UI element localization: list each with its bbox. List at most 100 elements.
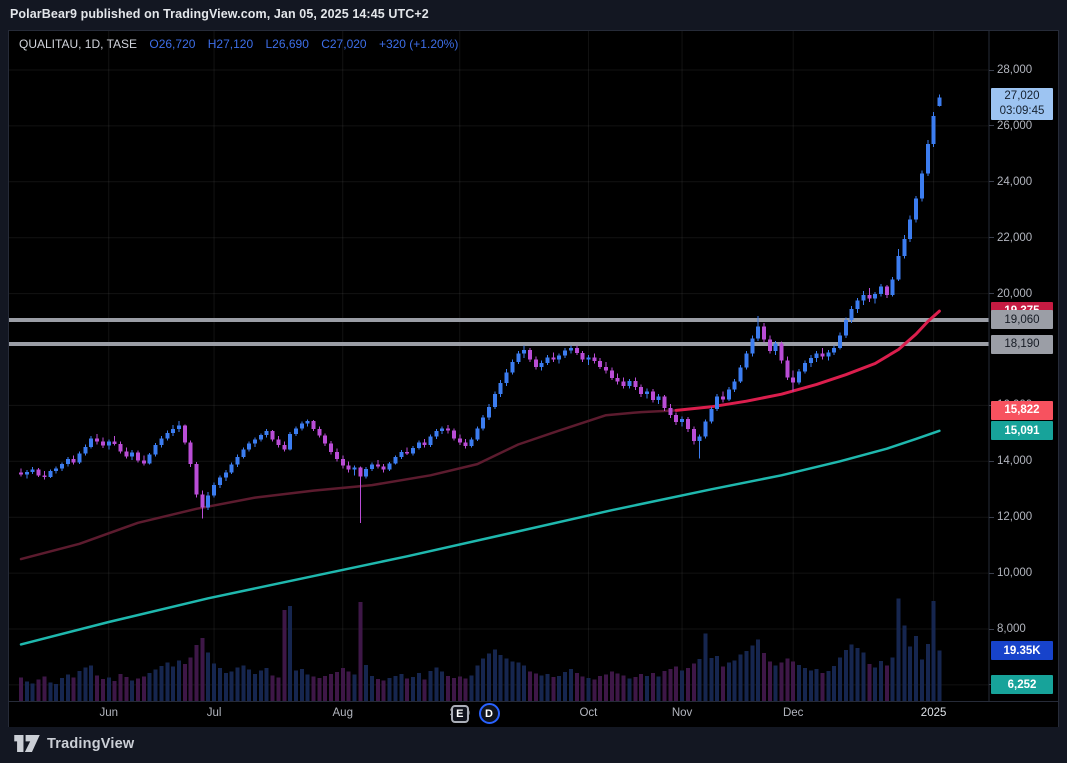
chart-widget[interactable]: QUALITAU, 1D, TASE O26,720 H27,120 L26,6… <box>8 30 1059 727</box>
volume-bar <box>381 680 386 701</box>
volume-bar <box>130 680 135 701</box>
time-scale[interactable]: JunJulAugSepOctNovDec2025 <box>9 701 1058 727</box>
price-axis-tick: 20,000 <box>997 287 1033 300</box>
candle-body <box>463 442 468 446</box>
volume-bar <box>563 671 568 701</box>
volume-bar <box>586 678 591 701</box>
volume-bar <box>206 652 211 701</box>
volume-bar <box>340 668 345 701</box>
volume-bar <box>428 670 433 701</box>
candle-body <box>721 396 725 400</box>
candle-body <box>340 459 345 466</box>
volume-bar <box>580 676 585 701</box>
time-axis-label-nov: Nov <box>671 707 693 719</box>
dividends-marker[interactable]: D <box>478 703 500 724</box>
candle-body <box>773 343 778 351</box>
volume-bar <box>510 661 515 701</box>
candle-body <box>124 451 129 457</box>
candle-body <box>77 453 82 463</box>
candle-body <box>118 443 123 452</box>
current-price-value: 27,020 <box>1004 90 1040 103</box>
candle-body <box>709 408 714 422</box>
volume-bar <box>867 664 872 701</box>
candle-body <box>334 451 339 460</box>
price-scale[interactable]: 28,00026,00024,00022,00020,00016,00014,0… <box>989 31 1058 701</box>
volume-bar <box>855 647 860 701</box>
candle-body <box>691 429 696 442</box>
price-axis-tick: 12,000 <box>997 511 1033 524</box>
volume-bar <box>592 679 597 701</box>
candle-body <box>761 326 766 340</box>
candle-body <box>697 436 702 442</box>
volume-bar <box>674 666 679 701</box>
candle-body <box>83 446 88 454</box>
volume-bar <box>761 653 766 701</box>
volume-bar <box>188 657 193 701</box>
volume-bar <box>59 678 64 701</box>
volume-bar <box>387 678 392 701</box>
volume-bar <box>364 665 369 701</box>
volume-bar <box>504 658 509 701</box>
volume-bar <box>71 677 76 701</box>
volume-bar <box>42 676 47 701</box>
earnings-marker[interactable]: E <box>450 705 469 723</box>
volume-bar <box>557 676 562 701</box>
symbol-title: QUALITAU, 1D, TASE <box>19 37 138 51</box>
candle-body <box>650 391 655 400</box>
candle-body <box>293 428 298 434</box>
volume-bar <box>568 668 573 701</box>
candle-body <box>434 431 439 437</box>
volume-bar <box>615 673 620 701</box>
volume-bar <box>890 657 895 701</box>
volume-bar <box>832 666 837 701</box>
candle-body <box>381 466 386 470</box>
candle-body <box>925 144 930 174</box>
candle-body <box>317 429 322 436</box>
candle-body <box>112 441 117 444</box>
candle-body <box>855 300 860 309</box>
ma-slow-maroon <box>19 409 678 561</box>
volume-bar <box>838 657 842 701</box>
candle-body <box>756 326 761 339</box>
candle-body <box>305 421 310 424</box>
chart-canvas[interactable] <box>9 31 1058 726</box>
volume-bar <box>574 672 579 701</box>
candle-body <box>715 396 720 409</box>
volume-bar <box>405 678 410 701</box>
volume-bar <box>434 667 439 701</box>
candle-body <box>767 339 772 351</box>
candle-body <box>393 457 398 464</box>
candle-body <box>247 443 252 450</box>
candle-body <box>621 381 626 386</box>
axis-tick-dash <box>989 572 994 574</box>
volume-bar <box>19 677 23 701</box>
volume-bar <box>849 644 854 701</box>
volume-bar <box>282 610 287 701</box>
candle-body <box>276 439 281 446</box>
price-axis-tick: 28,000 <box>997 64 1033 76</box>
volume-bar <box>662 670 667 701</box>
volume-bar <box>715 655 720 701</box>
candle-body <box>446 428 451 431</box>
volume-bar <box>299 668 304 701</box>
volume-bar <box>931 600 936 701</box>
volume-bar <box>65 674 70 701</box>
tradingview-brand[interactable]: TradingView <box>14 735 134 752</box>
candle-body <box>206 495 211 508</box>
candle-body <box>188 442 193 465</box>
price-axis-tick: 24,000 <box>997 175 1033 188</box>
volume-bar <box>756 639 761 701</box>
candle-body <box>212 485 217 496</box>
candle-body <box>890 279 895 295</box>
candle-body <box>159 438 164 446</box>
candle-body <box>147 454 152 464</box>
candle-body <box>744 353 749 368</box>
candle-body <box>282 445 287 450</box>
volume-bar <box>136 678 140 701</box>
volume-bar <box>843 650 848 701</box>
candle-body <box>264 431 269 436</box>
candle-body <box>89 438 94 447</box>
candle-body <box>615 378 620 382</box>
candle-body <box>656 396 661 400</box>
volume-bar <box>814 668 819 701</box>
